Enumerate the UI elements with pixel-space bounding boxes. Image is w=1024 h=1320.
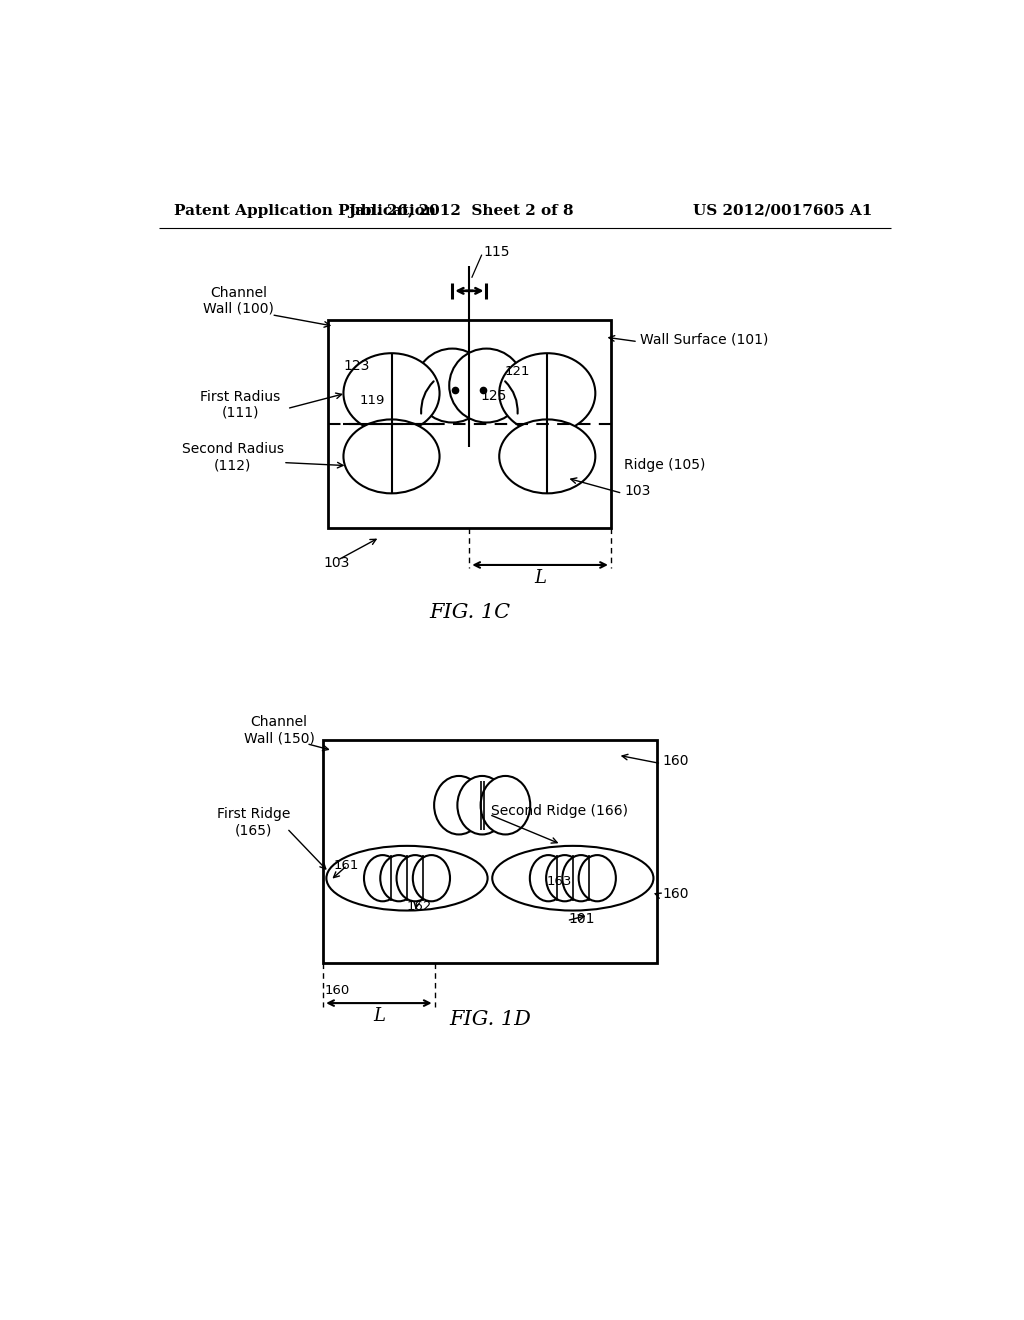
Text: Patent Application Publication: Patent Application Publication [174,203,436,218]
Bar [324,739,656,964]
Text: FIG. 1D: FIG. 1D [449,1010,530,1028]
Text: 160: 160 [325,985,350,998]
Text: 123: 123 [343,359,370,374]
Text: 101: 101 [568,912,595,927]
Ellipse shape [327,846,487,911]
Ellipse shape [500,420,595,494]
Text: FIG. 1C: FIG. 1C [429,603,510,622]
Ellipse shape [500,354,595,433]
Ellipse shape [343,420,439,494]
Text: 163: 163 [546,875,571,888]
Ellipse shape [493,846,653,911]
Text: Channel
Wall (100): Channel Wall (100) [204,285,274,315]
Text: 103: 103 [624,484,650,498]
Text: Second Ridge (166): Second Ridge (166) [490,804,628,818]
Ellipse shape [413,855,450,902]
Text: L: L [373,1007,385,1026]
Text: 160: 160 [663,754,689,767]
Text: First Radius
(111): First Radius (111) [201,389,281,420]
Ellipse shape [396,855,434,902]
Ellipse shape [415,348,489,422]
Ellipse shape [562,855,600,902]
Ellipse shape [458,776,507,834]
Text: 115: 115 [483,246,510,259]
Text: Ridge (105): Ridge (105) [624,458,706,471]
Ellipse shape [343,354,439,433]
Ellipse shape [579,855,615,902]
Text: Channel
Wall (150): Channel Wall (150) [244,715,314,746]
Text: 161: 161 [334,859,358,871]
Text: First Ridge
(165): First Ridge (165) [217,807,290,837]
Ellipse shape [529,855,567,902]
Text: US 2012/0017605 A1: US 2012/0017605 A1 [692,203,872,218]
Text: 103: 103 [324,556,349,570]
Text: 119: 119 [359,395,385,408]
Bar [328,321,611,528]
Ellipse shape [480,776,530,834]
Text: L: L [535,569,546,587]
Text: Wall Surface (101): Wall Surface (101) [640,333,768,346]
Ellipse shape [364,855,401,902]
Ellipse shape [546,855,584,902]
Text: 162: 162 [407,900,432,913]
Text: 121: 121 [505,366,530,379]
Ellipse shape [434,776,483,834]
Text: 160: 160 [663,887,689,900]
Text: 125: 125 [480,389,507,404]
Text: Second Radius
(112): Second Radius (112) [181,442,284,473]
Ellipse shape [450,348,523,422]
Text: Jan. 26, 2012  Sheet 2 of 8: Jan. 26, 2012 Sheet 2 of 8 [348,203,574,218]
Ellipse shape [380,855,418,902]
